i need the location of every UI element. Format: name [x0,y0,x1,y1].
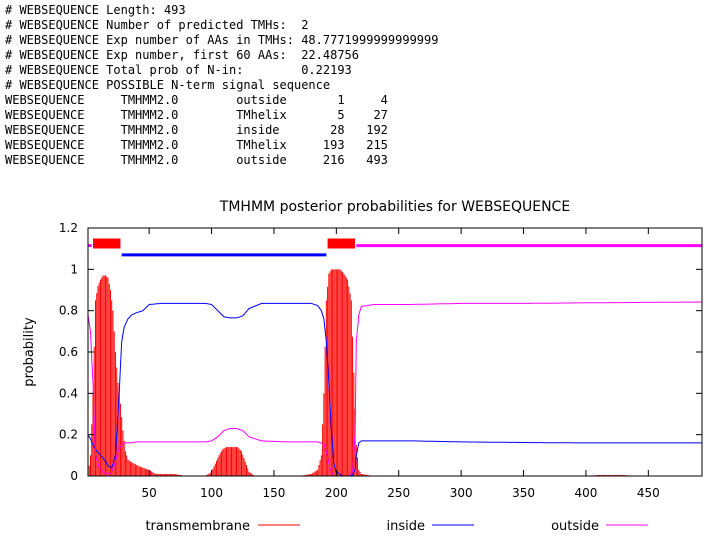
header-line: # WEBSEQUENCE Length: 493 [5,3,186,17]
legend-label-outside: outside [551,519,599,534]
series-transmembrane [88,269,633,476]
header-line: # WEBSEQUENCE POSSIBLE N-term signal seq… [5,78,331,92]
plot-frame [87,227,703,477]
x-tick-label: 100 [200,486,223,500]
x-tick-label: 450 [637,486,660,500]
header-line: # WEBSEQUENCE Exp number, first 60 AAs: … [5,48,360,62]
legend-label-transmembrane: transmembrane [145,519,250,534]
x-tick-label: 350 [512,486,535,500]
y-tick-label: 1.2 [59,221,78,235]
x-tick-label: 200 [325,486,348,500]
header-line: # WEBSEQUENCE Exp number of AAs in TMHs:… [5,33,439,47]
y-tick-label: 0.2 [59,428,78,442]
topology-bar-transmembrane [92,238,121,249]
series-line-inside [87,302,702,477]
topology-row: WEBSEQUENCE TMHMM2.0 outside 216 493 [5,153,388,167]
legend-label-inside: inside [387,519,426,534]
topology-row: WEBSEQUENCE TMHMM2.0 TMhelix 193 215 [5,138,388,152]
topology-bar-transmembrane [327,238,356,249]
x-tick-label: 300 [450,486,473,500]
prediction-text-output: # WEBSEQUENCE Length: 493 # WEBSEQUENCE … [5,3,438,168]
y-tick-label: 1 [70,262,78,276]
y-tick-label: 0 [70,469,78,483]
y-tick-label: 0.6 [59,345,78,359]
topology-row: WEBSEQUENCE TMHMM2.0 inside 28 192 [5,123,388,137]
topology-row: WEBSEQUENCE TMHMM2.0 TMhelix 5 27 [5,108,388,122]
header-line: # WEBSEQUENCE Total prob of N-in: 0.2219… [5,63,352,77]
header-line: # WEBSEQUENCE Number of predicted TMHs: … [5,18,309,32]
x-tick-label: 150 [262,486,285,500]
y-axis-label: probability [22,317,37,387]
x-tick-label: 250 [387,486,410,500]
x-tick-label: 50 [142,486,157,500]
posterior-probability-chart: TMHMM posterior probabilities for WEBSEQ… [22,199,703,534]
chart-title: TMHMM posterior probabilities for WEBSEQ… [219,199,570,215]
y-tick-label: 0.4 [59,386,78,400]
topology-row: WEBSEQUENCE TMHMM2.0 outside 1 4 [5,93,388,107]
x-tick-label: 400 [574,486,597,500]
y-tick-label: 0.8 [59,304,78,318]
series-line-outside [87,301,702,477]
